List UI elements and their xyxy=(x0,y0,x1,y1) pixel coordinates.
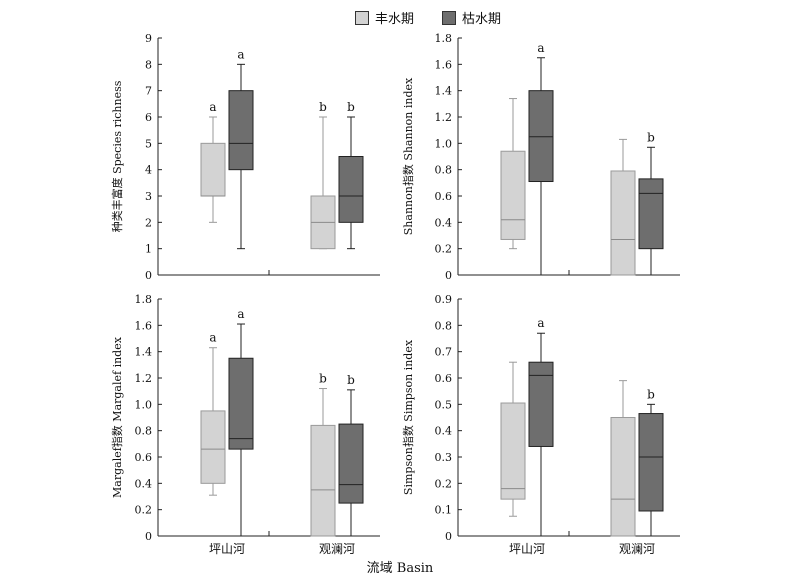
y-axis-label: Simpson指数 Simpson index xyxy=(401,339,415,495)
significance-letter: a xyxy=(209,100,216,114)
y-tick-label: 0.1 xyxy=(435,504,453,517)
y-tick-label: 0.2 xyxy=(435,477,453,490)
y-tick-label: 7 xyxy=(145,85,152,98)
significance-letter: b xyxy=(319,372,327,386)
y-tick-label: 1 xyxy=(145,243,152,256)
y-tick-label: 0.6 xyxy=(135,451,153,464)
y-tick-label: 0 xyxy=(145,530,152,543)
significance-letter: a xyxy=(537,316,544,330)
y-tick-label: 5 xyxy=(145,137,152,150)
chart-panel-4: 0 0.1 0.2 0.3 0.4 0.5 0.6 0.7 0.8 0.9 Simpson指数 Si… xyxy=(401,293,680,556)
y-tick-label: 0.2 xyxy=(435,243,453,256)
y-tick-label: 1.2 xyxy=(135,372,153,385)
box xyxy=(610,170,636,276)
y-tick-label: 1.0 xyxy=(435,137,453,150)
y-tick-label: 0.8 xyxy=(435,319,453,332)
category-label: 坪山河 xyxy=(509,542,545,556)
category-label: 观澜河 xyxy=(319,542,355,556)
y-tick-label: 9 xyxy=(145,32,152,45)
y-tick-label: 0.2 xyxy=(135,504,153,517)
y-tick-label: 0.8 xyxy=(135,425,153,438)
y-axis-label: 种类丰富度 Species richness xyxy=(110,80,124,232)
y-tick-label: 1.0 xyxy=(135,398,153,411)
box xyxy=(500,150,526,240)
y-tick-label: 1.6 xyxy=(135,319,153,332)
y-tick-label: 0.7 xyxy=(435,346,453,359)
box xyxy=(638,178,664,250)
significance-letter: b xyxy=(347,100,355,114)
legend-item-wet: 丰水期 xyxy=(355,8,414,27)
box xyxy=(528,361,554,447)
box xyxy=(228,357,254,450)
legend-label-dry: 枯水期 xyxy=(462,12,502,27)
box xyxy=(528,90,554,183)
chart-panel-3: 0 0.2 0.4 0.6 0.8 1.0 1.2 1.4 1.6 1.8 Margalef指数 M… xyxy=(110,293,380,556)
y-tick-label: 0.6 xyxy=(435,190,453,203)
y-tick-label: 0.4 xyxy=(135,477,153,490)
box xyxy=(200,410,226,484)
y-axis-label: Margalef指数 Margalef index xyxy=(110,336,124,498)
significance-letter: b xyxy=(647,387,655,401)
legend-item-dry: 枯水期 xyxy=(442,8,501,27)
y-tick-label: 0.4 xyxy=(435,216,453,229)
y-tick-label: 8 xyxy=(145,58,152,71)
y-tick-label: 0 xyxy=(445,269,452,282)
legend: 丰水期 枯水期 xyxy=(355,8,529,27)
y-tick-label: 1.4 xyxy=(135,346,153,359)
significance-letter: b xyxy=(647,130,655,144)
y-tick-label: 0 xyxy=(145,269,152,282)
significance-letter: b xyxy=(347,373,355,387)
box xyxy=(338,423,364,504)
significance-letter: a xyxy=(237,307,244,321)
significance-letter: a xyxy=(209,331,216,345)
y-tick-label: 0.6 xyxy=(435,372,453,385)
y-tick-label: 1.2 xyxy=(435,111,453,124)
box xyxy=(610,417,636,537)
legend-swatch-wet xyxy=(355,10,369,25)
y-tick-label: 0 xyxy=(445,530,452,543)
box xyxy=(500,402,526,500)
y-tick-label: 0.4 xyxy=(435,425,453,438)
chart-panel-1: 0 1 2 3 4 5 6 7 8 9 种类丰富度 Species richness a b a b xyxy=(110,32,380,282)
y-tick-label: 0.5 xyxy=(435,398,453,411)
y-tick-label: 6 xyxy=(145,111,152,124)
y-tick-label: 0.8 xyxy=(435,164,453,177)
significance-letter: a xyxy=(237,47,244,61)
significance-letter: b xyxy=(319,100,327,114)
y-axis-label: Shannon指数 Shannon index xyxy=(401,77,415,235)
box xyxy=(228,90,254,171)
box xyxy=(310,424,336,537)
legend-label-wet: 丰水期 xyxy=(375,12,415,27)
category-label: 坪山河 xyxy=(209,542,245,556)
box xyxy=(338,156,364,223)
y-tick-label: 3 xyxy=(145,190,152,203)
significance-letter: a xyxy=(537,41,544,55)
y-tick-label: 1.6 xyxy=(435,58,453,71)
legend-swatch-dry xyxy=(442,10,457,25)
y-tick-label: 1.8 xyxy=(435,32,453,45)
chart-panel-2: 0 0.2 0.4 0.6 0.8 1.0 1.2 1.4 1.6 1.8 Shannon指数 Sh… xyxy=(401,32,680,282)
y-tick-label: 1.4 xyxy=(435,85,453,98)
category-label: 观澜河 xyxy=(619,542,655,556)
box xyxy=(200,142,226,197)
y-tick-label: 0.3 xyxy=(435,451,453,464)
y-tick-label: 4 xyxy=(145,164,152,177)
box xyxy=(638,413,664,512)
x-axis-title: 流域 Basin xyxy=(366,561,434,576)
y-tick-label: 2 xyxy=(145,216,152,229)
y-tick-label: 1.8 xyxy=(135,293,153,306)
y-tick-label: 0.9 xyxy=(435,293,453,306)
